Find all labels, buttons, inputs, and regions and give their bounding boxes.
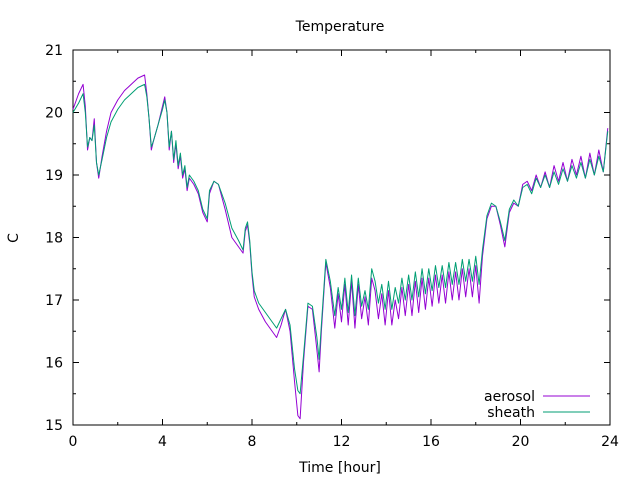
y-tick-label: 18: [45, 231, 63, 247]
x-tick-label: 4: [158, 434, 167, 450]
legend-label-aerosol: aerosol: [484, 389, 535, 405]
x-axis-label: Time [hour]: [298, 460, 381, 476]
y-tick-label: 15: [45, 418, 63, 434]
legend: aerosol sheath: [484, 389, 590, 421]
x-tick-label: 8: [248, 434, 257, 450]
y-tick-label: 20: [45, 106, 63, 122]
series-line-sheath: [72, 83, 609, 395]
x-axis: 0 4 8 12 16 20 24: [69, 50, 619, 450]
x-tick-label: 0: [69, 434, 78, 450]
y-tick-label: 21: [45, 43, 63, 59]
x-tick-label: 24: [601, 434, 619, 450]
y-tick-label: 17: [45, 293, 63, 309]
chart-title: Temperature: [295, 19, 385, 35]
y-axis: 15 16 17 18 19 20 21: [45, 43, 610, 434]
series-lines: [72, 74, 609, 420]
y-axis-label: C: [6, 233, 22, 243]
plot-frame: [72, 49, 611, 426]
legend-label-sheath: sheath: [487, 405, 535, 421]
y-tick-label: 16: [45, 356, 63, 372]
x-tick-label: 16: [422, 434, 440, 450]
x-tick-label: 20: [512, 434, 530, 450]
y-tick-label: 19: [45, 168, 63, 184]
x-tick-label: 12: [333, 434, 351, 450]
series-line-aerosol: [72, 74, 609, 420]
